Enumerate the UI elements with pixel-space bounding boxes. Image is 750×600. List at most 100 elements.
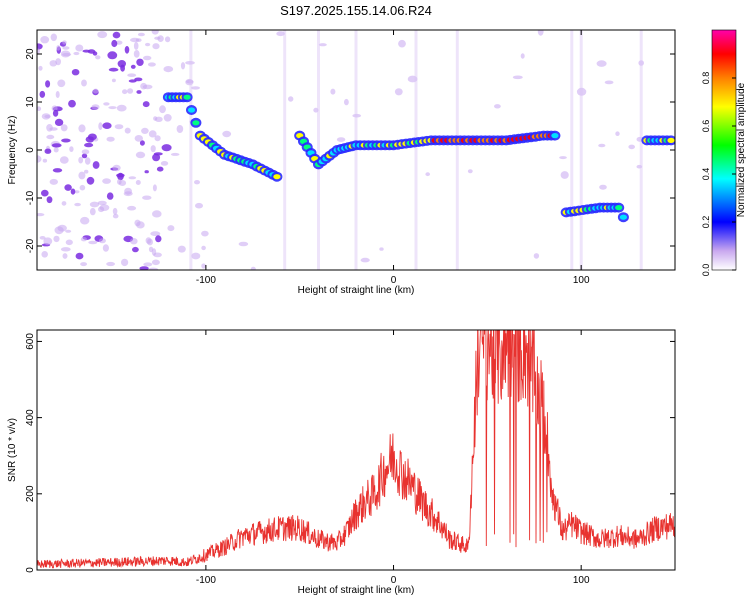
- heatmap-noise-blob: [127, 73, 137, 77]
- heatmap-noise-blob: [74, 202, 81, 207]
- heatmap-noise-blob: [151, 30, 159, 35]
- heatmap-noise-blob: [84, 157, 91, 165]
- heatmap-noise-blob: [151, 259, 160, 266]
- heatmap-noise-blob: [91, 104, 100, 110]
- heatmap-streak: [579, 30, 583, 270]
- heatmap-noise-blob: [59, 156, 69, 164]
- heatmap-noise-blob: [147, 62, 156, 67]
- heatmap-noise-blob: [39, 236, 46, 240]
- heatmap-noise-blob: [142, 195, 152, 200]
- y-tick-label: -10: [25, 190, 36, 205]
- heatmap-ridge-core: [615, 205, 623, 211]
- heatmap-noise-blob: [135, 180, 141, 185]
- heatmap-noise-blob: [43, 237, 53, 246]
- heatmap-noise-blob: [344, 98, 349, 106]
- heatmap-noise-blob: [137, 32, 145, 37]
- page-title: S197.2025.155.14.06.R24: [280, 3, 432, 18]
- heatmap-ridge-core: [551, 133, 559, 139]
- heatmap-noise-blob: [135, 38, 142, 42]
- y-tick-label: 200: [25, 485, 36, 502]
- heatmap-noise-blob: [37, 43, 43, 50]
- heatmap-noise-blob: [81, 79, 87, 87]
- heatmap-noise-blob: [68, 99, 76, 108]
- heatmap-noise-blob: [44, 114, 51, 119]
- x-tick-label: 100: [573, 575, 590, 586]
- heatmap-noise-blob: [71, 69, 80, 76]
- heatmap-noise-blob: [78, 156, 84, 164]
- heatmap-noise-blob: [615, 131, 620, 136]
- heatmap-noise-blob: [394, 88, 403, 96]
- heatmap-noise-blob: [598, 143, 606, 148]
- heatmap-noise-blob: [41, 251, 48, 258]
- heatmap-noise-blob: [398, 39, 406, 48]
- heatmap-noise-blob: [73, 51, 80, 56]
- heatmap-noise-blob: [46, 134, 55, 140]
- heatmap-noise-blob: [42, 158, 48, 163]
- heatmap-streak: [414, 30, 418, 270]
- heatmap-noise-blob: [52, 168, 63, 173]
- heatmap-noise-blob: [112, 207, 118, 215]
- heatmap-noise-blob: [133, 50, 140, 58]
- heatmap-noise-blob: [177, 245, 186, 253]
- heatmap-noise-blob: [55, 91, 60, 98]
- heatmap-noise-blob: [81, 149, 90, 155]
- heatmap-noise-blob: [537, 30, 544, 36]
- heatmap-noise-blob: [127, 205, 137, 211]
- heatmap-noise-blob: [250, 266, 256, 270]
- spectrogram-plot-area: [37, 30, 675, 270]
- snr-axes: -100 0 100 0 200 400 600: [25, 330, 675, 586]
- heatmap-noise-blob: [52, 109, 59, 117]
- heatmap-noise-blob: [150, 145, 156, 153]
- colorbar: 0.0 0.2 0.4 0.6 0.8 Normalized spectral ampl…: [701, 29, 747, 277]
- y-tick-label: 600: [25, 333, 36, 350]
- heatmap-noise-blob: [111, 39, 118, 48]
- heatmap-noise-blob: [112, 213, 119, 219]
- snr-x-label: Height of straight line (km): [298, 585, 415, 596]
- heatmap-noise-blob: [145, 42, 151, 47]
- heatmap-noise-blob: [148, 246, 154, 253]
- heatmap-noise-blob: [160, 161, 169, 166]
- heatmap-noise-blob: [114, 124, 124, 130]
- heatmap-noise-blob: [576, 87, 587, 96]
- heatmap-noise-blob: [136, 221, 145, 229]
- heatmap-noise-blob: [201, 230, 209, 237]
- heatmap-noise-blob: [133, 41, 139, 50]
- heatmap-noise-blob: [60, 247, 71, 252]
- heatmap-noise-blob: [148, 130, 157, 138]
- heatmap-noise-blob: [49, 178, 58, 185]
- heatmap-noise-blob: [54, 118, 64, 126]
- heatmap-ridge-core: [273, 174, 281, 180]
- heatmap-noise-blob: [599, 184, 607, 190]
- heatmap-noise-blob: [116, 104, 127, 112]
- heatmap-noise-blob: [191, 252, 201, 260]
- heatmap-noise-blob: [37, 155, 42, 163]
- heatmap-noise-blob: [80, 262, 87, 267]
- heatmap-noise-blob: [98, 122, 103, 130]
- heatmap-noise-blob: [130, 238, 138, 245]
- colorbar-frame: [711, 29, 737, 271]
- heatmap-noise-blob: [39, 90, 46, 98]
- heatmap-noise-blob: [65, 229, 72, 233]
- heatmap-noise-blob: [53, 235, 60, 243]
- heatmap-noise-blob: [201, 245, 206, 251]
- heatmap-noise-blob: [176, 125, 184, 133]
- colorbar-tick-label: 0.0: [701, 264, 711, 277]
- colorbar-tick-label: 0.8: [701, 72, 711, 85]
- heatmap-ridge-core: [619, 214, 628, 220]
- heatmap-noise-blob: [74, 190, 80, 194]
- heatmap-ridge-core: [183, 94, 191, 100]
- heatmap-noise-blob: [49, 60, 58, 67]
- colorbar-tick-label: 0.4: [701, 168, 711, 181]
- heatmap-noise-blob: [81, 153, 88, 159]
- heatmap-noise-blob: [520, 53, 525, 59]
- heatmap-noise-blob: [130, 64, 136, 69]
- heatmap-noise-blob: [89, 201, 100, 208]
- heatmap-noise-blob: [156, 166, 164, 172]
- snr-panel: -100 0 100 0 200 400 600 Height of straight li…: [7, 329, 676, 596]
- heatmap-noise-blob: [78, 124, 86, 133]
- heatmap-noise-blob: [352, 113, 362, 118]
- heatmap-noise-blob: [167, 225, 175, 232]
- y-tick-label: 10: [25, 96, 36, 108]
- heatmap-noise-blob: [54, 226, 64, 235]
- heatmap-noise-blob: [628, 144, 635, 150]
